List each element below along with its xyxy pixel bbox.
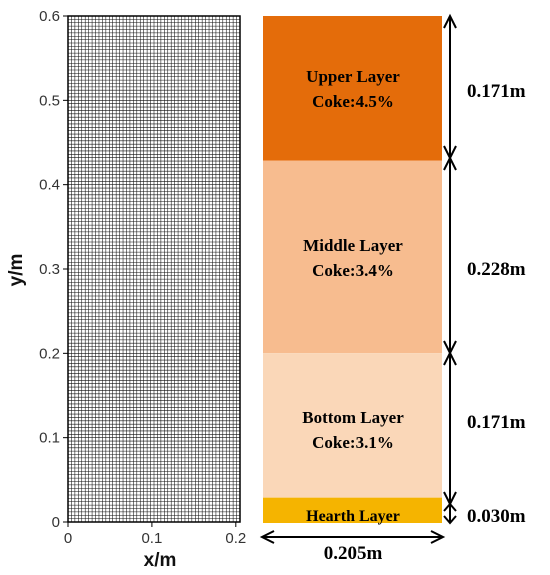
hearth-height-label: 0.030m [467, 506, 526, 527]
width-dimension [259, 530, 446, 544]
y-axis-title: y/m [6, 254, 27, 287]
mesh-plot: 0 0.1 0.2 0 0.1 0.2 0.3 0.4 0.5 0.6 x/m y/m [6, 8, 246, 571]
mesh-grid [67, 15, 241, 523]
hearth-layer-name: Hearth Layer [306, 508, 400, 525]
y-tick-label: 0.1 [39, 430, 60, 447]
x-axis-title: x/m [144, 550, 177, 571]
mesh-lines [67, 15, 241, 523]
x-tick-label: 0.2 [225, 530, 246, 547]
width-label: 0.205m [324, 543, 383, 564]
left-arrow-icon [259, 530, 275, 544]
bottom-height-label: 0.171m [467, 412, 526, 433]
y-tick-label: 0.2 [39, 345, 60, 362]
upper-height-label: 0.171m [467, 81, 526, 102]
middle-layer-block [263, 160, 442, 354]
middle-start-arrow-icon [443, 155, 457, 171]
bottom-start-arrow-icon [443, 350, 457, 366]
hearth-end-arrow-icon [443, 515, 457, 525]
right-arrow-icon [430, 530, 446, 544]
y-tick-label: 0.3 [39, 261, 60, 278]
upper-layer-block [263, 16, 442, 161]
middle-layer-name: Middle Layer [303, 236, 403, 255]
x-tick-label: 0 [64, 530, 72, 547]
height-dimension [443, 13, 457, 525]
upper-layer-name: Upper Layer [306, 67, 400, 86]
upper-layer-coke: Coke:4.5% [312, 92, 394, 111]
bottom-layer-block [263, 353, 442, 498]
bottom-layer-coke: Coke:3.1% [312, 433, 394, 452]
y-tick-label: 0.5 [39, 92, 60, 109]
middle-height-label: 0.228m [467, 259, 526, 280]
y-axis-ticks: 0 0.1 0.2 0.3 0.4 0.5 0.6 [39, 8, 68, 531]
y-tick-label: 0 [52, 514, 60, 531]
hearth-start-arrow-icon [443, 502, 457, 512]
x-axis-ticks: 0 0.1 0.2 [64, 522, 246, 547]
top-arrow-icon [443, 13, 457, 29]
y-tick-label: 0.4 [39, 177, 60, 194]
bottom-layer-name: Bottom Layer [302, 408, 404, 427]
hearth-layer-block [263, 497, 442, 523]
x-tick-label: 0.1 [141, 530, 162, 547]
middle-layer-coke: Coke:3.4% [312, 261, 394, 280]
layer-column: Upper Layer Coke:4.5% Middle Layer Coke:… [263, 16, 442, 525]
y-tick-label: 0.6 [39, 8, 60, 25]
